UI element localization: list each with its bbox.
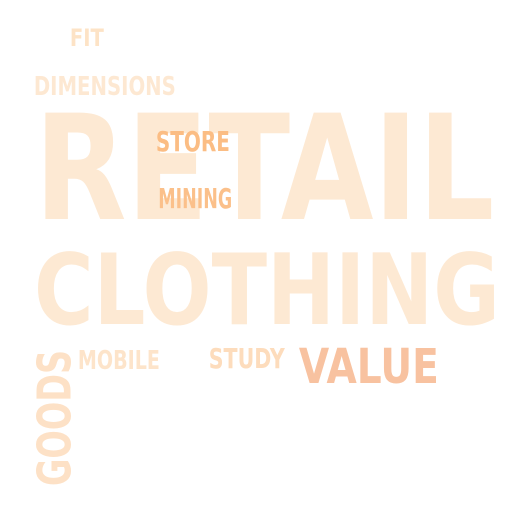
word-clothing: CLOTHING [34,234,500,348]
word-fit: FIT [69,24,104,52]
word-store: STORE [155,125,230,158]
word-study: STUDY [208,342,285,375]
word-value: VALUE [299,339,439,395]
word-mobile: MOBILE [77,346,160,376]
word-retail: RETAIL [34,84,495,254]
word-goods: GOODS [28,350,82,486]
word-mining: MINING [158,182,232,215]
word-dimensions: DIMENSIONS [33,72,176,102]
